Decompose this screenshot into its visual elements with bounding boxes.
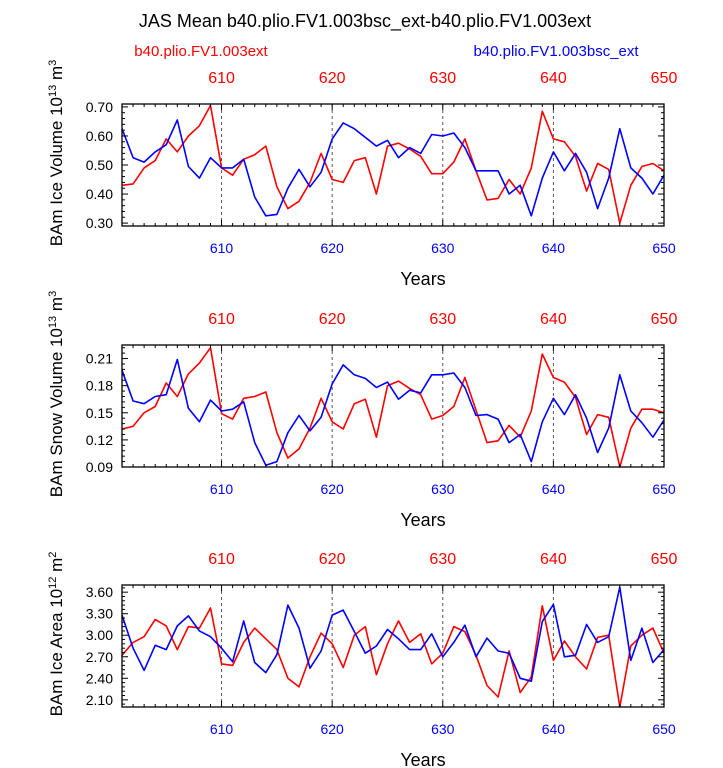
x-tick-label-bottom: 630: [431, 481, 455, 497]
x-tick-label-bottom: 650: [652, 240, 676, 256]
x-tick-label-top: 650: [651, 551, 678, 568]
y-axis-label-text: BAm Ice Area 10: [47, 589, 66, 717]
x-axis-label: Years: [400, 269, 445, 289]
x-tick-label-top: 610: [208, 551, 235, 568]
legend-left-label: b40.plio.FV1.003ext: [134, 43, 268, 60]
x-tick-label-bottom: 640: [542, 721, 566, 737]
y-tick-label: 3.30: [86, 606, 113, 622]
y-axis-label-exponent: 2: [47, 552, 59, 558]
y-tick-label: 2.70: [86, 649, 113, 665]
y-axis-label: BAm Snow Volume 1013 m3: [47, 291, 66, 497]
y-tick-label: 0.40: [86, 186, 113, 202]
x-tick-label-bottom: 630: [431, 721, 455, 737]
x-axis-label: Years: [400, 750, 445, 768]
y-axis-label-exponent: 3: [47, 60, 59, 66]
y-axis-label-text: BAm Snow Volume 10: [47, 328, 66, 497]
x-tick-label-top: 610: [208, 70, 235, 87]
x-tick-label-bottom: 610: [210, 721, 234, 737]
y-tick-label: 0.15: [86, 405, 113, 421]
y-tick-label: 3.60: [86, 584, 113, 600]
x-axis-label: Years: [400, 510, 445, 530]
y-axis-label-text: BAm Ice Volume 10: [47, 97, 66, 246]
y-tick-label: 0.50: [86, 157, 113, 173]
y-tick-label: 0.70: [86, 99, 113, 115]
y-axis-label-text: m: [47, 297, 66, 316]
y-axis-label-exponent: 3: [47, 291, 59, 297]
y-axis-label-exponent: 12: [47, 577, 59, 589]
y-axis-label-text: m: [47, 66, 66, 85]
x-tick-label-bottom: 650: [652, 481, 676, 497]
x-tick-label-top: 620: [319, 70, 346, 87]
y-tick-label: 2.10: [86, 692, 113, 708]
y-axis-label-text: m: [47, 558, 66, 577]
x-tick-label-top: 650: [651, 311, 678, 328]
y-tick-label: 2.40: [86, 670, 113, 686]
x-tick-label-top: 630: [429, 311, 456, 328]
y-axis-label: BAm Ice Area 1012 m2: [47, 552, 66, 717]
x-tick-label-bottom: 610: [210, 481, 234, 497]
x-tick-label-bottom: 640: [542, 481, 566, 497]
x-tick-label-bottom: 620: [320, 481, 344, 497]
x-tick-label-bottom: 620: [320, 721, 344, 737]
y-tick-label: 0.30: [86, 215, 113, 231]
x-tick-label-bottom: 610: [210, 240, 234, 256]
x-tick-label-top: 620: [319, 311, 346, 328]
y-tick-label: 0.60: [86, 128, 113, 144]
x-tick-label-top: 650: [651, 70, 678, 87]
y-tick-label: 0.18: [86, 378, 113, 394]
series-line-ext: [121, 604, 665, 708]
figure-title: JAS Mean b40.plio.FV1.003bsc_ext-b40.pli…: [139, 11, 591, 32]
series-line-bsc-ext: [121, 119, 665, 217]
legend-right-label: b40.plio.FV1.003bsc_ext: [473, 43, 639, 60]
chart-panel-3: 2.10 2.40 2.70 3.00 3.30 3.60 610 610 620 620 630 6…: [47, 551, 677, 768]
x-tick-label-top: 630: [429, 551, 456, 568]
y-tick-label: 0.21: [86, 351, 113, 367]
series-line-bsc-ext: [121, 358, 665, 467]
series-line-bsc-ext: [121, 586, 665, 683]
plot-frame: [121, 584, 665, 708]
series-line-ext: [121, 104, 665, 224]
x-tick-label-bottom: 650: [652, 721, 676, 737]
y-tick-label: 3.00: [86, 627, 113, 643]
x-tick-label-top: 620: [319, 551, 346, 568]
x-tick-label-bottom: 640: [542, 240, 566, 256]
x-tick-label-top: 630: [429, 70, 456, 87]
x-tick-label-bottom: 620: [320, 240, 344, 256]
x-tick-label-top: 640: [540, 70, 567, 87]
x-tick-label-top: 640: [540, 311, 567, 328]
y-tick-label: 0.09: [86, 459, 113, 475]
y-axis-label: BAm Ice Volume 1013 m3: [47, 60, 66, 247]
series-line-ext: [121, 346, 665, 468]
chart-panel-1: 0.30 0.40 0.50 0.60 0.70 610 610 620 620 630 630 64…: [47, 60, 677, 289]
y-tick-label: 0.12: [86, 432, 113, 448]
x-tick-label-bottom: 630: [431, 240, 455, 256]
y-axis-label-exponent: 13: [47, 316, 59, 328]
x-tick-label-top: 640: [540, 551, 567, 568]
plot-frame: [121, 344, 665, 468]
y-axis-label-exponent: 13: [47, 85, 59, 97]
chart-panel-2: 0.09 0.12 0.15 0.18 0.21 610 610 620 620 630 630 64…: [47, 291, 677, 530]
x-tick-label-top: 610: [208, 311, 235, 328]
